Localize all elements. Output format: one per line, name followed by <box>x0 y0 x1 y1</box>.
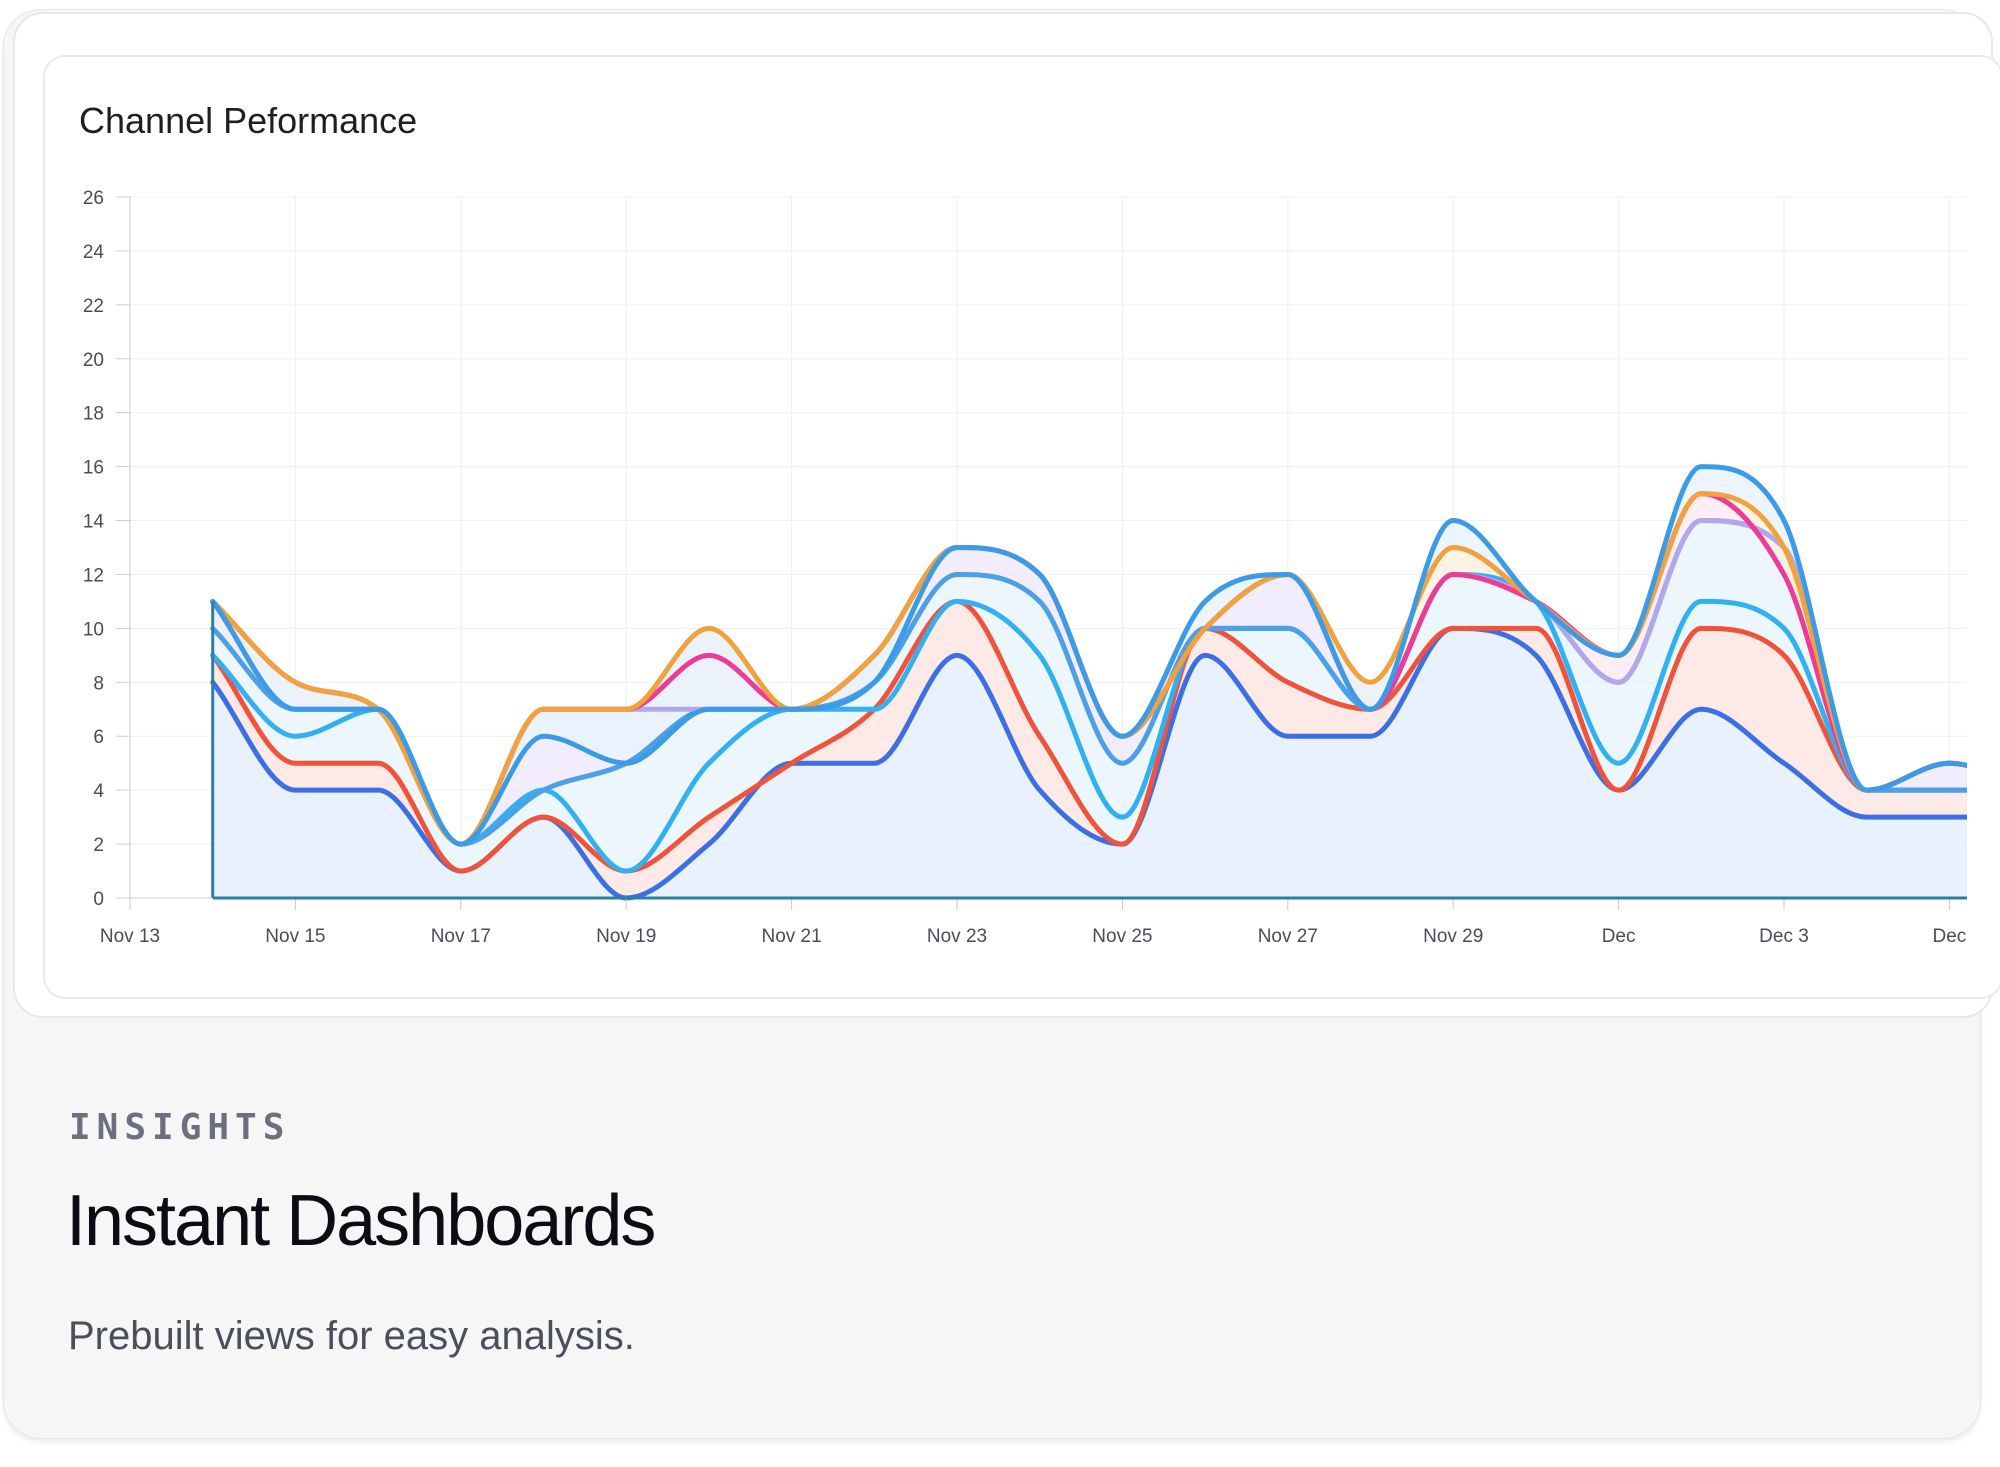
series-line <box>210 598 1967 874</box>
y-tick-label: 12 <box>83 565 104 586</box>
y-tick-label: 18 <box>83 404 104 425</box>
feature-headline: Instant Dashboards <box>66 1181 656 1261</box>
y-tick-label: 24 <box>83 242 105 263</box>
y-tick-label: 8 <box>93 673 104 694</box>
y-tick-label: 4 <box>93 781 104 802</box>
chart-title: Channel Peformance <box>79 100 418 141</box>
x-tick-label: Nov 21 <box>761 926 821 947</box>
y-tick-label: 6 <box>93 727 104 748</box>
section-eyebrow: INSIGHTS <box>69 1107 291 1148</box>
x-tick-label: Nov 19 <box>596 926 656 947</box>
series-line <box>210 464 1967 847</box>
x-tick-label: Nov 23 <box>927 926 987 947</box>
x-tick-label: Nov 17 <box>431 926 491 947</box>
feature-description: Prebuilt views for easy analysis. <box>68 1314 635 1358</box>
y-tick-label: 26 <box>83 188 104 209</box>
chart-area-fills <box>212 466 1967 898</box>
y-tick-label: 14 <box>83 512 105 533</box>
x-axis-ticks: Nov 13 Nov 15 Nov 17 Nov 19 Nov 21 Nov 23 Nov … <box>100 926 1966 947</box>
series-area-fill <box>212 520 1967 872</box>
x-tick-label: Nov 27 <box>1258 926 1318 947</box>
series-line <box>210 571 1967 874</box>
series-area-fill <box>212 628 1967 898</box>
x-tick-label: Dec <box>1933 926 1967 947</box>
x-tick-label: Nov 13 <box>100 926 160 947</box>
y-tick-label: 16 <box>83 458 104 479</box>
chart-series-lines <box>210 464 1967 901</box>
y-tick-label: 0 <box>93 889 104 910</box>
x-tick-label: Nov 25 <box>1092 926 1152 947</box>
x-tick-label: Dec <box>1602 926 1636 947</box>
y-tick-label: 20 <box>83 350 104 371</box>
x-tick-label: Nov 29 <box>1423 926 1483 947</box>
y-tick-label: 2 <box>93 835 104 856</box>
x-tick-label: Nov 15 <box>265 926 325 947</box>
x-tick-label: Dec 3 <box>1759 926 1809 947</box>
y-tick-label: 10 <box>83 619 104 640</box>
y-tick-label: 22 <box>83 296 104 317</box>
chart-axes <box>116 196 1967 910</box>
